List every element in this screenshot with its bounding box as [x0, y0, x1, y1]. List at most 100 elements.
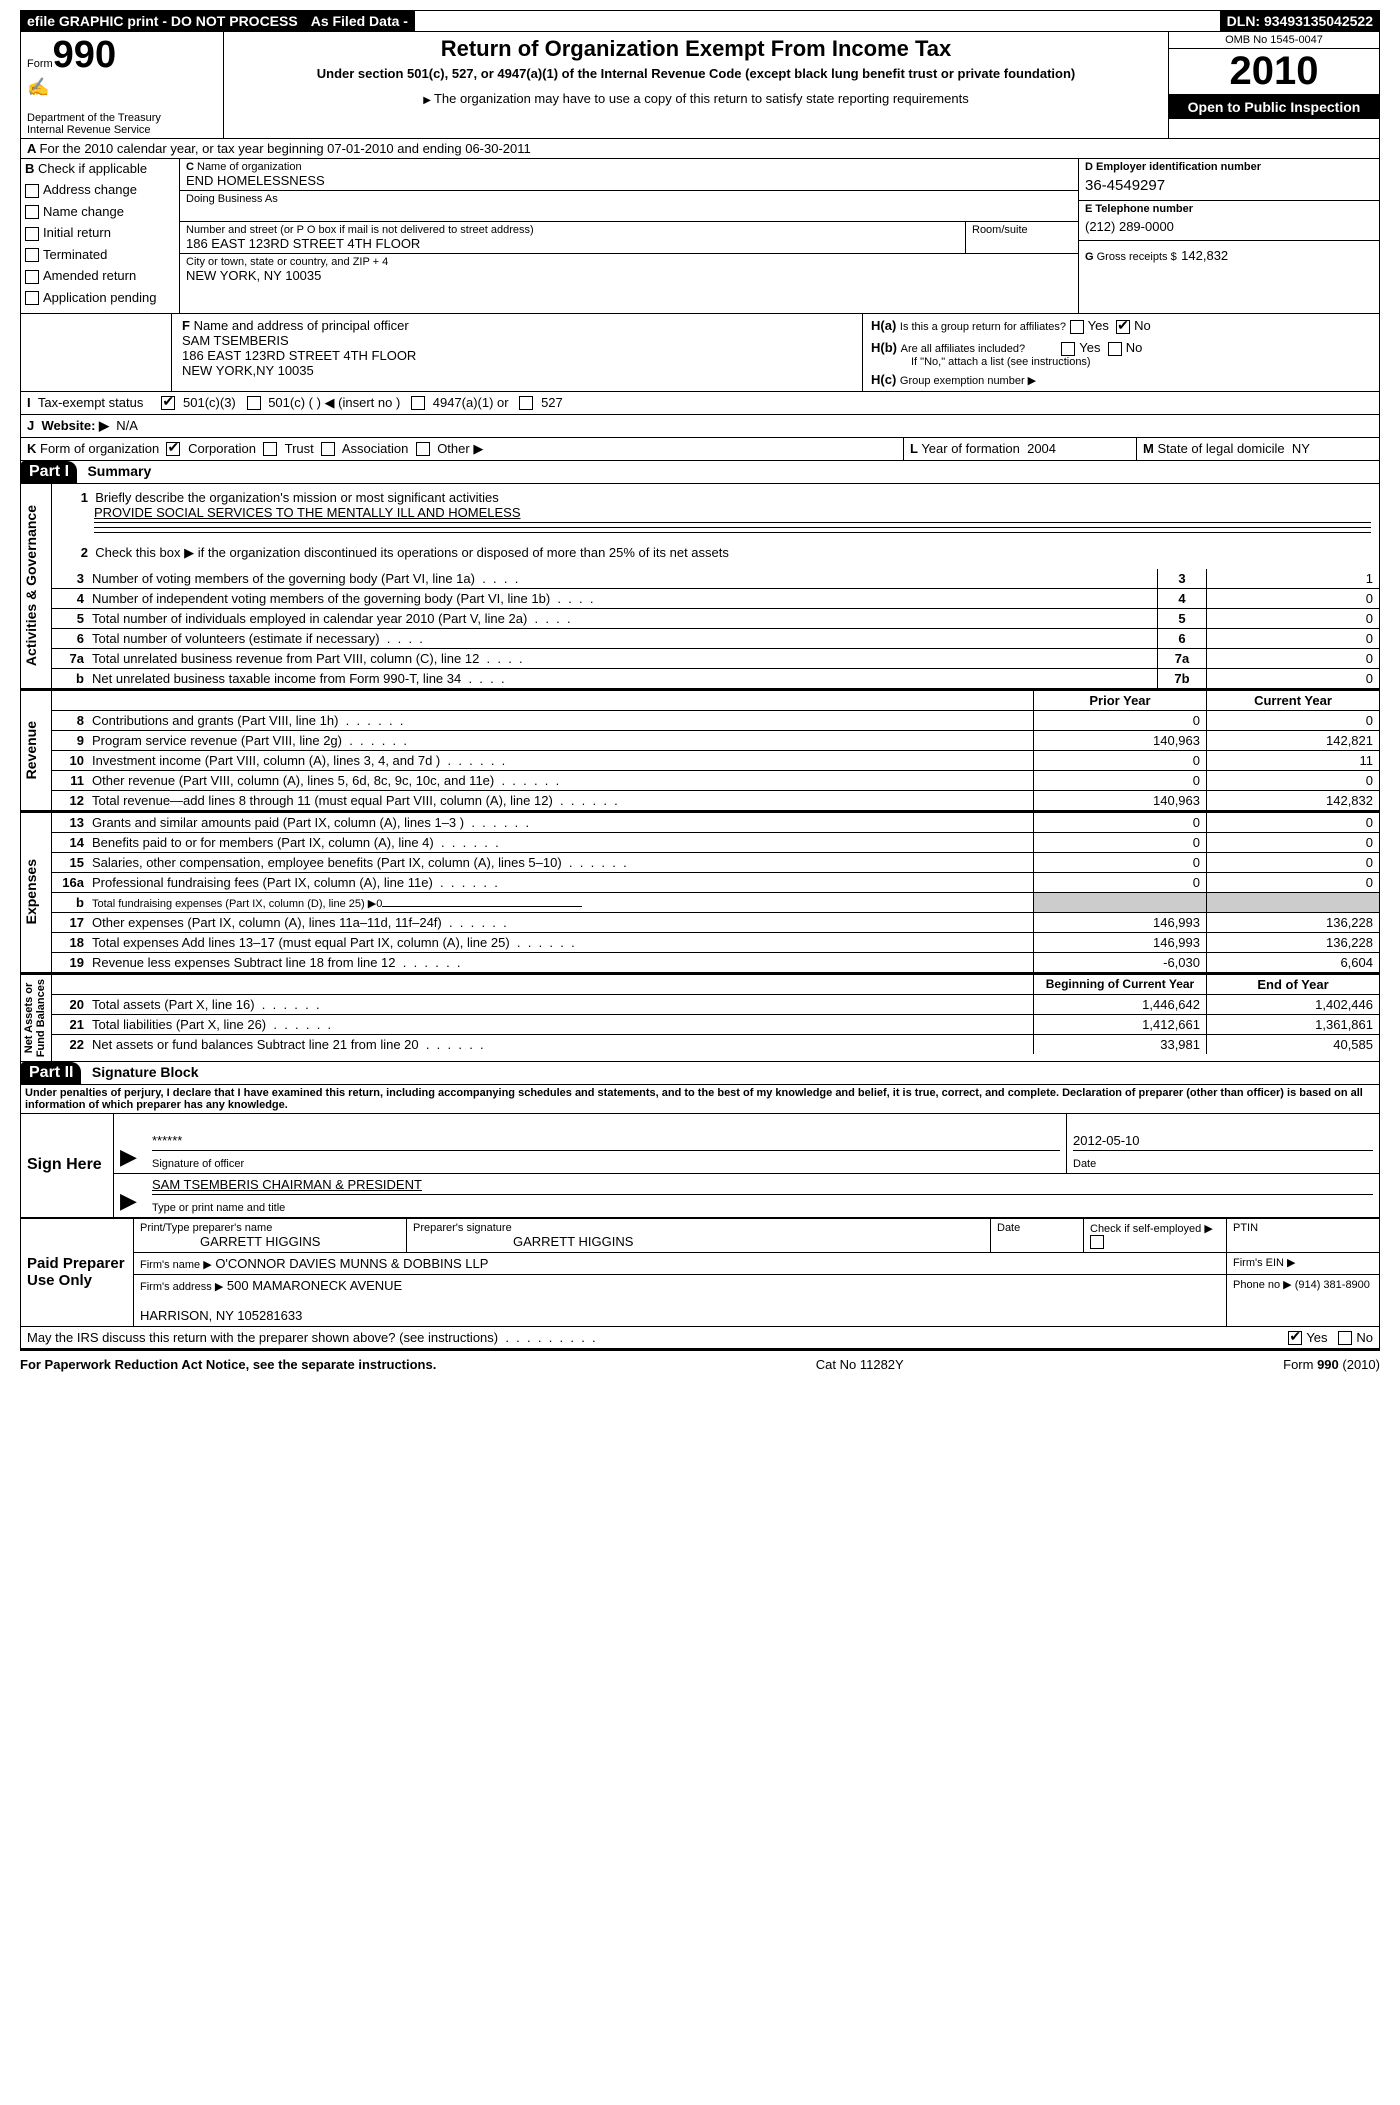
dln-value: 93493135042522: [1264, 13, 1373, 29]
ag-content: 1 Briefly describe the organization's mi…: [52, 484, 1379, 688]
col-prior: Prior Year: [1033, 691, 1206, 710]
rev-vlabel: Revenue: [21, 717, 41, 783]
b-checkbox[interactable]: [25, 227, 39, 241]
dln-label: DLN:: [1227, 13, 1260, 29]
summary-line: 7aTotal unrelated business revenue from …: [52, 649, 1379, 669]
ha-yes-checkbox[interactable]: [1070, 320, 1084, 334]
officer-addr1: 186 EAST 123RD STREET 4TH FLOOR: [182, 348, 852, 363]
col-boy: Beginning of Current Year: [1033, 975, 1206, 994]
summary-line: 10Investment income (Part VIII, column (…: [52, 751, 1379, 771]
firm-name-label: Firm's name ▶: [140, 1259, 212, 1271]
self-employed: Check if self-employed ▶: [1084, 1218, 1227, 1252]
b-checkbox[interactable]: [25, 291, 39, 305]
open-inspection: Open to Public Inspection: [1169, 95, 1379, 119]
name-label: Type or print name and title: [152, 1202, 285, 1214]
i-checkbox[interactable]: [161, 396, 175, 410]
exp-vlabel: Expenses: [21, 855, 41, 928]
signature-label: Signature of officer: [152, 1158, 244, 1170]
k-checkbox[interactable]: [263, 442, 277, 456]
rev-content: Prior Year Current Year 8Contributions a…: [52, 691, 1379, 810]
b-options: Address changeName changeInitial returnT…: [25, 182, 175, 305]
firm-addr-label: Firm's address ▶: [140, 1281, 223, 1293]
discuss-yes-checkbox[interactable]: [1288, 1331, 1302, 1345]
prep-print-name: GARRETT HIGGINS: [140, 1234, 400, 1249]
h-c: H(c) Group exemption number ▶: [871, 372, 1371, 387]
k-checkbox[interactable]: [321, 442, 335, 456]
perjury-statement: Under penalties of perjury, I declare th…: [20, 1085, 1380, 1114]
k-label: Form of organization: [40, 441, 159, 456]
rev-header: Prior Year Current Year: [52, 691, 1379, 711]
sign-here-label: Sign Here: [21, 1114, 114, 1218]
discuss-no-checkbox[interactable]: [1338, 1331, 1352, 1345]
summary-line: 19Revenue less expenses Subtract line 18…: [52, 953, 1379, 972]
row-a: A For the 2010 calendar year, or tax yea…: [20, 139, 1380, 159]
i-checkbox[interactable]: [411, 396, 425, 410]
hb-no-checkbox[interactable]: [1108, 342, 1122, 356]
top-spacer: [415, 11, 1221, 31]
dln-box: DLN: 93493135042522: [1221, 11, 1379, 31]
col-c: C Name of organization END HOMELESSNESS …: [180, 159, 1078, 313]
na-header: Beginning of Current Year End of Year: [52, 975, 1379, 995]
year-formation: 2004: [1027, 441, 1056, 456]
officer-name: SAM TSEMBERIS: [182, 333, 852, 348]
b-label: Check if applicable: [38, 161, 147, 176]
officer-addr2: NEW YORK,NY 10035: [182, 363, 852, 378]
b-checkbox[interactable]: [25, 270, 39, 284]
k-checkbox[interactable]: [166, 442, 180, 456]
hb-yes-checkbox[interactable]: [1061, 342, 1075, 356]
part2-code: Part II: [21, 1062, 81, 1084]
room-label: Room/suite: [966, 222, 1078, 253]
summary-line: 21Total liabilities (Part X, line 26) . …: [52, 1015, 1379, 1035]
na-content: Beginning of Current Year End of Year 20…: [52, 975, 1379, 1061]
summary-line: 14Benefits paid to or for members (Part …: [52, 833, 1379, 853]
b-checkbox[interactable]: [25, 248, 39, 262]
fh-spacer: [21, 314, 172, 390]
i-checkbox[interactable]: [247, 396, 261, 410]
e-label: Telephone number: [1095, 203, 1193, 215]
street: 186 EAST 123RD STREET 4TH FLOOR: [186, 236, 959, 251]
b-checkbox[interactable]: [25, 184, 39, 198]
summary-line: 17Other expenses (Part IX, column (A), l…: [52, 913, 1379, 933]
street-label: Number and street (or P O box if mail is…: [186, 224, 959, 236]
dba-label: Doing Business As: [186, 193, 1072, 205]
exp-lines: 13Grants and similar amounts paid (Part …: [52, 813, 1379, 972]
i-options: 501(c)(3) 501(c) ( ) ◀ (insert no ) 4947…: [161, 395, 573, 410]
line1-value: PROVIDE SOCIAL SERVICES TO THE MENTALLY …: [94, 505, 521, 520]
part2-title: Signature Block: [86, 1062, 205, 1082]
identity-block: B Check if applicable Address changeName…: [20, 159, 1380, 314]
sign-date: 2012-05-10: [1073, 1133, 1140, 1148]
line1-label: Briefly describe the organization's miss…: [95, 490, 498, 505]
self-employed-checkbox[interactable]: [1090, 1235, 1104, 1249]
officer-print-name: SAM TSEMBERIS CHAIRMAN & PRESIDENT: [152, 1177, 422, 1192]
k-options: Corporation Trust Association Other ▶: [166, 441, 490, 456]
omb-number: OMB No 1545-0047: [1169, 32, 1379, 49]
footer-mid: Cat No 11282Y: [816, 1357, 904, 1372]
h-a: H(a) Is this a group return for affiliat…: [871, 318, 1371, 334]
i-checkbox[interactable]: [519, 396, 533, 410]
part1-title: Summary: [81, 461, 157, 481]
title-left: Form990 ✍ Department of the Treasury Int…: [21, 32, 224, 138]
part1-code: Part I: [21, 461, 77, 483]
col-current: Current Year: [1206, 691, 1379, 710]
d-label: Employer identification number: [1096, 161, 1261, 173]
subtitle2-text: The organization may have to use a copy …: [434, 91, 969, 106]
form-subtitle2: The organization may have to use a copy …: [228, 91, 1164, 106]
title-right: OMB No 1545-0047 2010 Open to Public Ins…: [1168, 32, 1379, 138]
discuss-text: May the IRS discuss this return with the…: [27, 1330, 498, 1345]
col-f: F Name and address of principal officer …: [172, 314, 863, 390]
prep-print-label: Print/Type preparer's name: [140, 1222, 400, 1234]
sign-here-block: Sign Here ▶ ****** Signature of officer …: [20, 1114, 1380, 1218]
k-checkbox[interactable]: [416, 442, 430, 456]
firm-ein-label: Firm's EIN ▶: [1227, 1252, 1380, 1274]
asfiled-notice: As Filed Data -: [305, 11, 415, 31]
ha-no-checkbox[interactable]: [1116, 320, 1130, 334]
form-number: 990: [53, 34, 116, 76]
website: N/A: [116, 418, 138, 433]
i-label: Tax-exempt status: [38, 395, 144, 410]
b-checkbox[interactable]: [25, 205, 39, 219]
summary-line: 11Other revenue (Part VIII, column (A), …: [52, 771, 1379, 791]
summary-line: 15Salaries, other compensation, employee…: [52, 853, 1379, 873]
ag-section: Activities & Governance 1 Briefly descri…: [20, 484, 1380, 691]
summary-line: 9Program service revenue (Part VIII, lin…: [52, 731, 1379, 751]
exp-section: Expenses 13Grants and similar amounts pa…: [20, 813, 1380, 975]
